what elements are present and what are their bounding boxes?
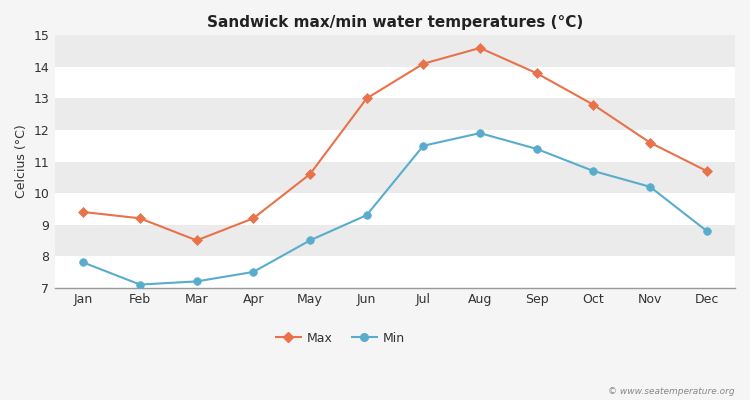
Bar: [55, 162, 735, 193]
Line: Max: Max: [80, 44, 710, 244]
Max: [419, 61, 428, 66]
Max: [136, 216, 145, 221]
Legend: Max, Min: Max, Min: [271, 327, 410, 350]
Min: [589, 168, 598, 173]
Max: [532, 71, 542, 76]
Max: [305, 172, 314, 176]
Bar: [55, 67, 735, 98]
Bar: [55, 193, 735, 225]
Min: [532, 146, 542, 151]
Bar: [55, 130, 735, 162]
Max: [79, 210, 88, 214]
Line: Min: Min: [80, 129, 710, 288]
Max: [249, 216, 258, 221]
Min: [79, 260, 88, 265]
Bar: [55, 98, 735, 130]
Min: [702, 228, 711, 233]
Bar: [55, 225, 735, 256]
Title: Sandwick max/min water temperatures (°C): Sandwick max/min water temperatures (°C): [207, 15, 583, 30]
Min: [192, 279, 201, 284]
Text: © www.seatemperature.org: © www.seatemperature.org: [608, 387, 735, 396]
Bar: [55, 256, 735, 288]
Min: [419, 143, 428, 148]
Y-axis label: Celcius (°C): Celcius (°C): [15, 125, 28, 198]
Min: [476, 131, 484, 136]
Bar: [55, 35, 735, 67]
Min: [249, 270, 258, 274]
Max: [589, 102, 598, 107]
Max: [192, 238, 201, 243]
Min: [305, 238, 314, 243]
Min: [136, 282, 145, 287]
Max: [646, 140, 655, 145]
Min: [362, 213, 371, 218]
Max: [362, 96, 371, 101]
Max: [476, 46, 484, 50]
Min: [646, 184, 655, 189]
Max: [702, 168, 711, 173]
